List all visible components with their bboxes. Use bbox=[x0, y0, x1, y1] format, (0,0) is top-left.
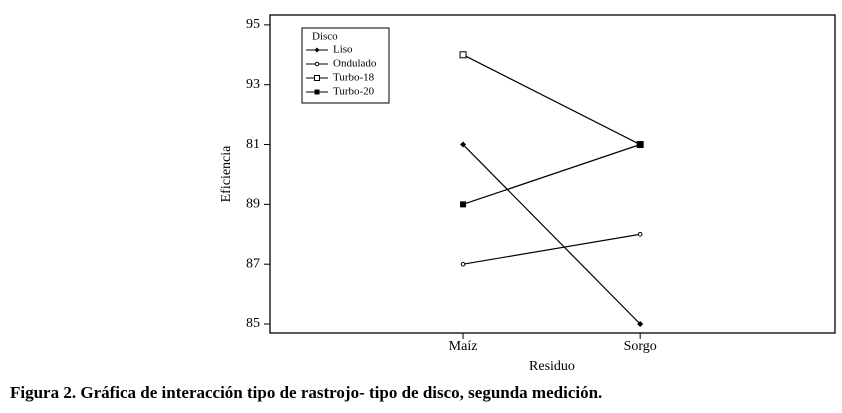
series-line bbox=[462, 233, 641, 265]
marker bbox=[460, 141, 467, 148]
series-line bbox=[462, 143, 641, 205]
legend-label: Liso bbox=[333, 44, 353, 56]
marker bbox=[637, 321, 644, 328]
marker bbox=[314, 61, 320, 67]
series-line bbox=[462, 144, 641, 325]
legend-label: Turbo-20 bbox=[333, 86, 375, 98]
legend-label: Turbo-18 bbox=[333, 72, 375, 84]
legend-label: Ondulado bbox=[333, 58, 377, 70]
y-tick-label: 93 bbox=[246, 77, 260, 92]
y-tick-label: 87 bbox=[246, 256, 260, 271]
x-tick-label: Maíz bbox=[449, 339, 478, 354]
marker bbox=[314, 89, 320, 95]
caption: Figura 2. Gráfica de interacción tipo de… bbox=[10, 383, 602, 402]
y-axis-label: Eficiencia bbox=[219, 145, 234, 203]
y-tick-label: 81 bbox=[246, 137, 260, 152]
marker bbox=[460, 261, 466, 267]
marker bbox=[637, 231, 643, 237]
series-line bbox=[462, 54, 641, 146]
marker bbox=[459, 51, 467, 59]
marker bbox=[314, 75, 320, 81]
x-axis-label: Residuo bbox=[529, 359, 575, 374]
y-tick-label: 89 bbox=[246, 197, 260, 212]
marker bbox=[460, 201, 467, 208]
y-tick-label: 95 bbox=[246, 17, 260, 32]
marker bbox=[637, 141, 644, 148]
x-tick-label: Sorgo bbox=[624, 339, 657, 354]
y-tick-label: 85 bbox=[246, 316, 260, 331]
plot-frame bbox=[269, 14, 836, 334]
marker bbox=[314, 47, 320, 53]
legend-title: Disco bbox=[312, 31, 338, 43]
